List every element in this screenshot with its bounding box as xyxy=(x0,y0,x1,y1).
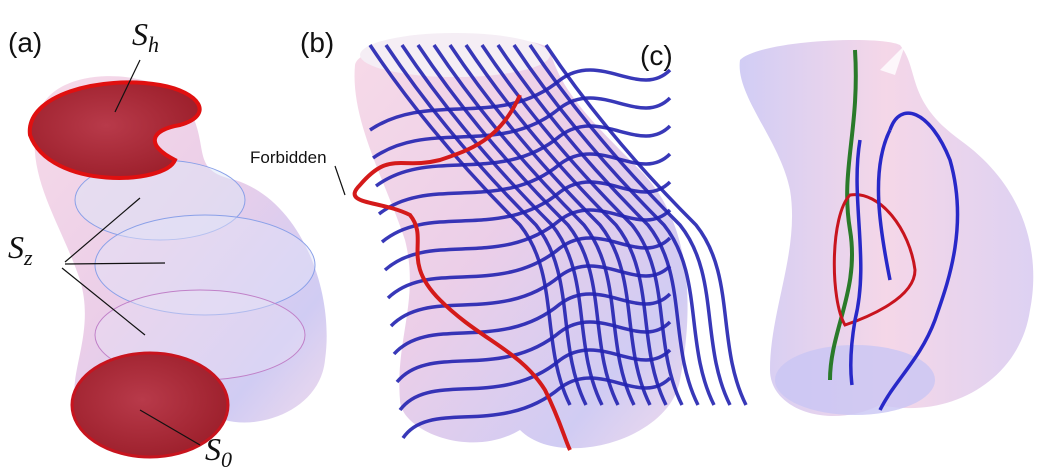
field-line xyxy=(464,44,668,406)
surface xyxy=(739,40,1034,417)
panel-label: (c) xyxy=(640,40,673,71)
field-line xyxy=(380,180,672,244)
leader xyxy=(334,165,346,196)
symbol: S xyxy=(205,431,221,467)
field-line xyxy=(496,44,700,406)
leader xyxy=(64,197,141,263)
slice xyxy=(94,214,316,316)
subscript: 0 xyxy=(221,447,232,472)
forbidden-curve xyxy=(352,94,572,451)
symbol: S xyxy=(8,229,24,265)
leader xyxy=(114,59,141,113)
field-line xyxy=(398,348,672,412)
red-curve xyxy=(832,193,917,327)
panel-a: (a) Sh Sz S0 xyxy=(8,16,327,472)
blue-curve xyxy=(849,139,863,386)
field-line xyxy=(416,44,620,406)
bottom-disk xyxy=(70,351,230,459)
field-line xyxy=(528,44,732,406)
field-line xyxy=(432,44,636,406)
field-line xyxy=(368,44,572,406)
field-line xyxy=(369,68,672,132)
panel-c: (c) xyxy=(640,40,1034,417)
field-line xyxy=(374,124,672,188)
green-curve xyxy=(828,49,858,381)
field-line xyxy=(383,208,672,272)
field-line xyxy=(377,152,672,216)
subscript: h xyxy=(148,32,159,57)
math-label: Sz xyxy=(8,229,33,270)
blue-curve xyxy=(876,129,892,281)
bottom-rim xyxy=(775,345,935,415)
subscript: z xyxy=(23,245,33,270)
field-line xyxy=(401,376,672,440)
leader xyxy=(139,409,201,446)
field-line xyxy=(448,44,652,406)
field-line xyxy=(371,96,672,160)
field-line xyxy=(386,236,672,300)
leader xyxy=(64,262,166,265)
top-rim xyxy=(880,45,905,75)
leader xyxy=(61,267,146,336)
field-line xyxy=(389,264,672,328)
math-label: Sh xyxy=(132,16,159,57)
field-line xyxy=(395,320,672,384)
panel-label: (a) xyxy=(8,27,42,58)
field-line xyxy=(512,44,716,406)
field-line xyxy=(392,292,672,356)
panel-b: (b) Forbidden xyxy=(250,27,748,451)
top-disk xyxy=(27,80,202,180)
annotation: Forbidden xyxy=(250,148,327,167)
math-label: S0 xyxy=(205,431,232,472)
panel-label: (b) xyxy=(300,27,334,58)
blue-curve xyxy=(878,111,960,411)
symbol: S xyxy=(132,16,148,52)
field-line xyxy=(384,44,588,406)
